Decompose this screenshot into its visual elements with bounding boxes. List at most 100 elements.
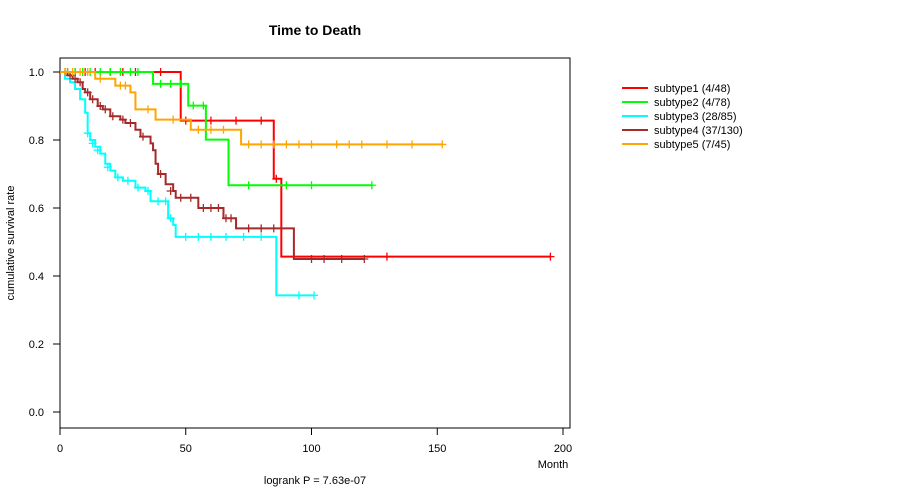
survival-curve [60, 71, 372, 187]
censor-mark [83, 88, 92, 97]
censor-mark [96, 102, 105, 110]
censor-mark [133, 68, 142, 76]
censor-mark [126, 119, 135, 127]
censor-mark [257, 224, 266, 233]
censor-mark [219, 125, 228, 134]
censor-mark [546, 252, 555, 261]
censor-mark [166, 79, 175, 88]
censor-mark [181, 116, 190, 125]
censor-mark [156, 79, 165, 88]
series-5 [60, 68, 447, 149]
censor-mark [294, 291, 303, 300]
censor-mark [76, 68, 85, 76]
logrank-annotation: logrank P = 7.63e-07 [264, 475, 366, 487]
x-axis: 0 50 100 150 200 [57, 428, 572, 455]
series-1 [60, 68, 555, 261]
censor-mark [166, 214, 175, 223]
censor-mark [294, 140, 303, 149]
censor-mark [257, 116, 266, 125]
censor-mark [382, 252, 391, 261]
censor-mark [357, 140, 366, 149]
censor-mark [76, 78, 85, 87]
y-tick-label: 0.6 [29, 203, 44, 215]
x-tick-label: 0 [57, 443, 63, 455]
censor-mark [96, 68, 105, 76]
censor-mark [360, 255, 369, 263]
censor-mark [176, 79, 185, 88]
censor-mark [121, 81, 130, 90]
censor-mark [133, 183, 142, 192]
censor-mark [382, 140, 391, 149]
plot-frame [59, 57, 571, 429]
censor-mark [176, 193, 185, 202]
censor-mark [206, 232, 215, 241]
censor-mark [307, 181, 316, 190]
censor-mark [126, 68, 135, 76]
censor-mark [106, 68, 115, 76]
censor-mark [169, 115, 178, 124]
series-4 [60, 68, 369, 263]
censor-mark [221, 232, 230, 241]
x-axis-label: Month [538, 459, 569, 471]
x-tick-label: 100 [302, 443, 320, 455]
censor-mark [206, 204, 215, 212]
censor-mark [83, 68, 92, 76]
censor-mark [101, 105, 110, 114]
chart-title: Time to Death [269, 22, 361, 38]
censor-mark [181, 232, 190, 241]
series-layer [60, 68, 555, 300]
censor-mark [144, 105, 153, 114]
y-axis: 0.0 0.2 0.4 0.6 0.8 1.0 [29, 67, 60, 419]
series-3 [60, 71, 319, 300]
censor-mark [438, 140, 447, 149]
censor-mark [189, 101, 198, 110]
censor-mark [156, 68, 165, 76]
censor-mark [154, 197, 163, 206]
censor-mark [232, 116, 241, 125]
censor-mark [257, 232, 266, 241]
censor-mark [194, 125, 203, 134]
censor-mark [206, 116, 215, 125]
censor-mark [269, 140, 278, 149]
censor-mark [118, 115, 127, 124]
censor-mark [138, 132, 147, 141]
censor-mark [408, 140, 417, 149]
censor-mark [239, 232, 248, 241]
censor-mark [113, 173, 122, 182]
censor-mark [244, 140, 253, 149]
censor-mark [88, 95, 97, 104]
censor-mark [103, 163, 112, 172]
x-tick-label: 50 [180, 443, 192, 455]
censor-mark [214, 204, 223, 212]
y-tick-label: 0.4 [29, 271, 44, 283]
censor-mark [282, 181, 291, 190]
censor-mark [332, 140, 341, 149]
censor-mark [116, 68, 125, 76]
censor-mark [194, 232, 203, 241]
censor-mark [68, 68, 77, 76]
censor-mark [123, 176, 132, 185]
y-tick-label: 1.0 [29, 67, 44, 79]
censor-mark [337, 255, 346, 263]
censor-mark [144, 187, 153, 195]
censor-mark [96, 74, 105, 83]
y-tick-label: 0.8 [29, 135, 44, 147]
censor-mark [166, 187, 175, 195]
censor-mark [199, 204, 208, 212]
x-tick-label: 150 [428, 443, 446, 455]
censor-mark [206, 125, 215, 134]
censor-mark [282, 140, 291, 149]
censor-mark [83, 129, 92, 138]
censor-mark [320, 255, 329, 263]
y-tick-label: 0.0 [29, 407, 44, 419]
x-tick-label: 200 [554, 443, 572, 455]
legend: subtype1 (4/48) subtype2 (4/78) subtype3 (… [622, 83, 743, 151]
y-axis-label: cumulative survival rate [5, 186, 17, 301]
censor-mark [61, 68, 70, 76]
censor-mark [88, 139, 97, 148]
legend-entry: subtype1 (4/48) [654, 83, 730, 95]
censor-mark [244, 181, 253, 190]
legend-entry: subtype2 (4/78) [654, 97, 730, 109]
censor-mark [93, 146, 102, 155]
